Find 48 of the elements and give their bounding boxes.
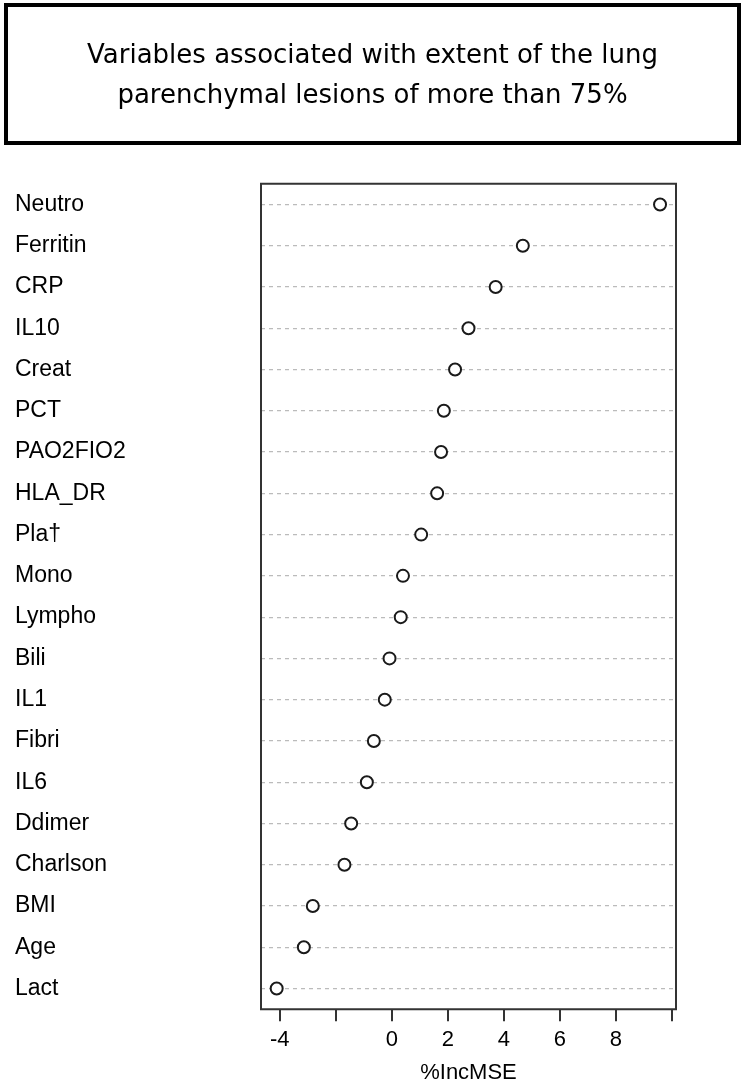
point (436, 403, 451, 418)
point (305, 899, 320, 914)
y-tick-label: Fibri (15, 726, 60, 753)
y-tick-label: IL6 (15, 767, 47, 794)
y-tick-label: IL10 (15, 313, 60, 340)
y-tick-label: BMI (15, 891, 56, 918)
y-tick-label: Neutro (15, 189, 85, 216)
point (337, 857, 352, 872)
y-tick-label: PAO2FIO2 (15, 437, 126, 464)
y-tick-label: Charlson (15, 850, 108, 877)
point (448, 362, 463, 377)
point (269, 981, 284, 996)
point (393, 610, 408, 625)
y-tick-label: Ddimer (15, 808, 90, 835)
x-tick-label: 6 (553, 1026, 566, 1052)
y-tick-label: Lympho (15, 602, 96, 629)
x-tick-label: 2 (441, 1026, 454, 1052)
point (377, 692, 392, 707)
y-tick-label: Ferritin (15, 231, 87, 258)
point (359, 775, 374, 790)
point (395, 568, 410, 583)
y-tick-label: Lact (15, 973, 60, 1000)
y-tick-label: Bili (15, 643, 46, 670)
y-tick-label: Mono (15, 561, 73, 588)
point (414, 527, 429, 542)
point (382, 651, 397, 666)
point (488, 279, 503, 294)
chart-title: Variables associated with extent of the lung parenchymal lesions of more than 75% (4, 3, 741, 145)
point (366, 733, 381, 748)
point (296, 940, 311, 955)
x-tick-label: 8 (609, 1026, 622, 1052)
point (434, 445, 449, 460)
y-tick-label: PCT (15, 396, 61, 423)
x-axis-title: %IncMSE (420, 1058, 517, 1084)
point (515, 238, 530, 253)
y-tick-label: CRP (15, 272, 64, 299)
y-tick-label: Creat (15, 354, 72, 381)
point (344, 816, 359, 831)
point (461, 321, 476, 336)
y-tick-label: HLA_DR (15, 478, 106, 505)
x-tick-label: 0 (385, 1026, 398, 1052)
x-tick-label: 4 (497, 1026, 510, 1052)
y-tick-label: IL1 (15, 685, 47, 712)
point (430, 486, 445, 501)
y-tick-label: Age (15, 932, 56, 959)
y-tick-label: Pla† (15, 519, 62, 546)
x-tick-label: -4 (269, 1026, 290, 1052)
point (653, 197, 668, 212)
